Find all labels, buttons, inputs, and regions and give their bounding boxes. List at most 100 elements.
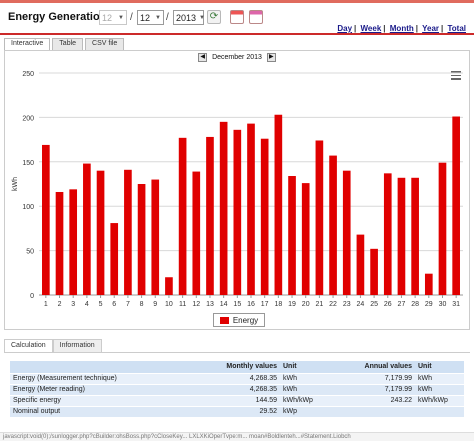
monthly-value: 144.59 <box>180 394 280 406</box>
tab-calculation[interactable]: Calculation <box>4 339 53 352</box>
x-tick-label: 9 <box>153 301 157 308</box>
calendar-range-icon[interactable] <box>249 10 263 24</box>
table-row: Energy (Meter reading) 4,268.35 kWh 7,17… <box>10 383 464 395</box>
table-row: Specific energy 144.59 kWh/kWp 243.22 kW… <box>10 394 464 406</box>
x-tick-label: 8 <box>140 301 144 308</box>
x-tick-label: 30 <box>439 301 447 308</box>
top-accent-line <box>0 0 474 3</box>
day-select[interactable]: 12 ▼ <box>99 10 127 25</box>
col-header-unit: Unit <box>280 361 320 373</box>
col-header-unit: Unit <box>415 361 464 373</box>
next-month-button[interactable]: ▶ <box>266 53 276 62</box>
x-tick-label: 31 <box>452 301 460 308</box>
unit: kWh <box>280 372 320 384</box>
y-tick-label: 150 <box>22 160 34 167</box>
legend-label: Energy <box>232 315 259 325</box>
bar <box>124 169 132 295</box>
y-tick-label: 100 <box>22 204 34 211</box>
prev-month-button[interactable]: ◀ <box>198 53 208 62</box>
x-tick-label: 26 <box>384 301 392 308</box>
bar <box>165 277 173 295</box>
calculation-panel: Monthly values Unit Annual values Unit E… <box>4 352 470 441</box>
unit: kWh <box>415 372 464 384</box>
x-tick-label: 6 <box>112 301 116 308</box>
y-axis-label: kWh <box>12 177 19 191</box>
bar <box>274 114 283 296</box>
annual-value: 7,179.99 <box>320 383 415 395</box>
x-tick-label: 15 <box>233 301 241 308</box>
bar <box>301 183 310 295</box>
bar <box>137 184 146 295</box>
annual-value <box>320 405 415 417</box>
chart-panel: ◀ December 2013 ▶ 0 50 100 150 200 250 kWh 1 2 3 4… <box>4 50 470 330</box>
bar <box>55 191 64 295</box>
x-tick-label: 5 <box>99 301 103 308</box>
x-tick-label: 10 <box>165 301 173 308</box>
month-select[interactable]: 12 ▼ <box>137 10 164 25</box>
view-tabs: Interactive Table CSV file <box>4 38 126 50</box>
bar <box>356 234 365 295</box>
browser-status-bar: javascript:void(0);/sunlogger.php?cBuild… <box>0 432 474 441</box>
x-tick-label: 14 <box>220 301 228 308</box>
bar <box>192 171 201 295</box>
chart-menu-icon[interactable] <box>451 71 461 80</box>
bar <box>342 170 351 295</box>
bar <box>329 155 337 295</box>
x-tick-label: 13 <box>206 301 214 308</box>
bar <box>260 138 269 295</box>
bar <box>178 137 187 295</box>
period-links: Day | Week | Month | Year | Total <box>337 24 466 33</box>
link-year[interactable]: Year <box>422 24 439 33</box>
unit: kWp <box>280 405 320 417</box>
col-header-label <box>10 361 180 373</box>
link-total[interactable]: Total <box>447 24 466 33</box>
bar <box>452 116 460 296</box>
unit: kWh <box>280 383 320 395</box>
calendar-icon[interactable] <box>230 10 244 24</box>
legend-swatch <box>219 316 229 324</box>
date-separator: / <box>130 12 133 23</box>
monthly-value: 4,268.35 <box>180 372 280 384</box>
chevron-down-icon: ▼ <box>118 14 124 21</box>
year-select[interactable]: 2013 ▼ <box>173 10 205 25</box>
bar <box>383 173 392 295</box>
table-row: Nominal output 29.52 kWp <box>10 405 464 417</box>
tab-csv[interactable]: CSV file <box>85 38 125 50</box>
header: Energy Generation 12 ▼ / 12 ▼ / 2013 ▼ ⟳ Da… <box>0 3 474 33</box>
x-tick-label: 18 <box>274 301 282 308</box>
bar <box>438 162 447 295</box>
row-label: Energy (Meter reading) <box>10 383 180 395</box>
tab-table[interactable]: Table <box>52 38 84 50</box>
link-month[interactable]: Month <box>389 24 414 33</box>
x-tick-label: 2 <box>58 301 62 308</box>
tab-interactive[interactable]: Interactive <box>4 38 51 50</box>
bar <box>96 170 105 295</box>
bar <box>42 144 50 295</box>
y-tick-label: 250 <box>22 71 34 78</box>
bar <box>315 140 324 295</box>
chevron-down-icon: ▼ <box>155 14 161 21</box>
annual-value: 7,179.99 <box>320 372 415 384</box>
bar <box>151 179 160 295</box>
lower-tabs: Calculation Information <box>4 339 102 352</box>
row-label: Energy (Measurement technique) <box>10 372 180 384</box>
page-title: Energy Generation <box>8 11 107 23</box>
y-tick-label: 50 <box>26 249 34 256</box>
link-week[interactable]: Week <box>360 24 382 33</box>
bar <box>370 248 378 295</box>
x-tick-label: 7 <box>126 301 130 308</box>
bar <box>219 121 228 295</box>
y-tick-label: 0 <box>30 293 34 300</box>
bar <box>288 176 296 295</box>
chart-legend[interactable]: Energy <box>213 313 265 327</box>
bar <box>69 189 78 295</box>
month-label: December 2013 <box>212 54 262 62</box>
bar <box>424 273 433 295</box>
link-day[interactable]: Day <box>337 24 353 33</box>
bar <box>397 177 406 295</box>
bar <box>247 123 255 295</box>
tab-information[interactable]: Information <box>52 339 102 352</box>
x-tick-label: 20 <box>302 301 310 308</box>
bar <box>233 129 242 295</box>
refresh-icon[interactable]: ⟳ <box>207 10 221 24</box>
